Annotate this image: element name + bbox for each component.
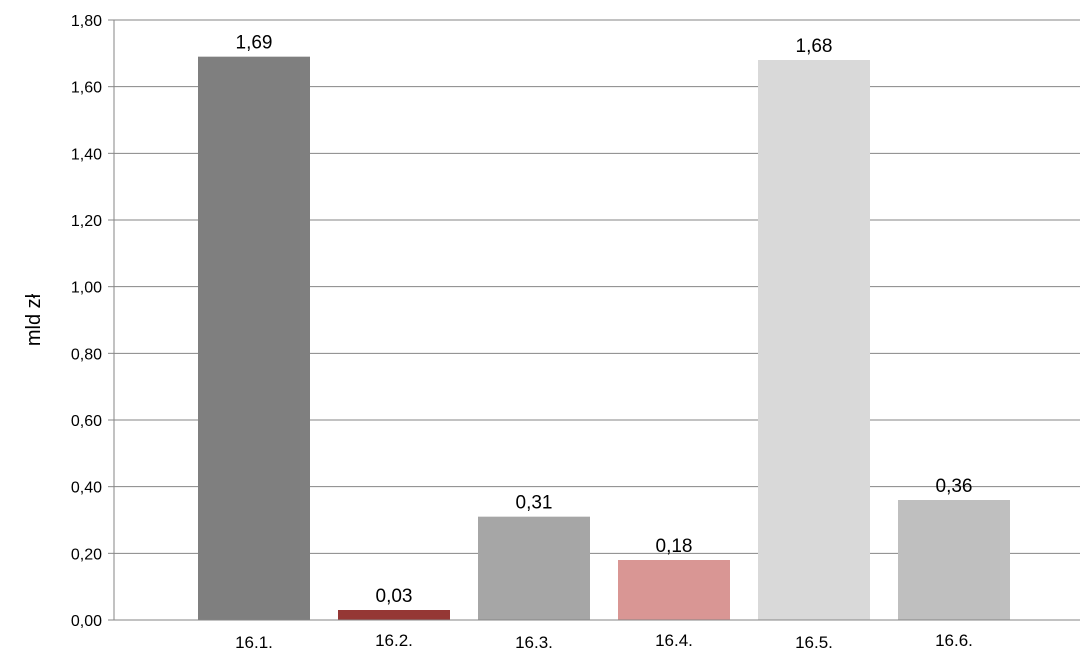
bar — [338, 610, 450, 620]
data-labels: 1,69 0,03 0,31 0,18 1,68 0,36 — [236, 33, 973, 607]
y-tick-label: 1,60 — [71, 80, 102, 97]
y-tick-label: 1,40 — [71, 146, 102, 163]
bar — [198, 56, 310, 620]
category-label: 16.4. — [655, 631, 693, 650]
y-tick-label: 1,00 — [71, 280, 102, 297]
category-label: 16.2. — [375, 631, 413, 650]
category-label: 16.5. — [795, 633, 833, 652]
y-tick-label: 0,60 — [71, 413, 102, 430]
data-label: 1,69 — [236, 33, 273, 54]
bars — [198, 56, 1010, 620]
category-label: 16.3. — [515, 633, 553, 652]
y-axis-title: mld zł — [23, 293, 45, 346]
bar — [478, 516, 590, 620]
data-label: 0,03 — [376, 586, 413, 607]
data-label: 0,31 — [516, 493, 553, 514]
bar — [758, 60, 870, 620]
category-label: 16.6. — [935, 631, 973, 650]
bar — [618, 560, 730, 620]
y-tick-label: 1,20 — [71, 213, 102, 230]
data-label: 0,18 — [656, 536, 693, 557]
y-tick-label: 0,40 — [71, 480, 102, 497]
y-axis-ticks: 0,00 0,20 0,40 0,60 0,80 1,00 1,20 1,40 1,60 1,80 — [71, 13, 114, 630]
data-label: 1,68 — [796, 36, 833, 57]
bar — [898, 500, 1010, 620]
category-label: 16.1. — [235, 633, 273, 652]
category-labels: 16.1. 16.2. 16.3. 16.4. 16.5. 16.6. — [235, 631, 973, 652]
data-label: 0,36 — [936, 476, 973, 497]
y-tick-label: 0,80 — [71, 346, 102, 363]
y-tick-label: 0,00 — [71, 613, 102, 630]
y-tick-label: 1,80 — [71, 13, 102, 30]
y-tick-label: 0,20 — [71, 546, 102, 563]
